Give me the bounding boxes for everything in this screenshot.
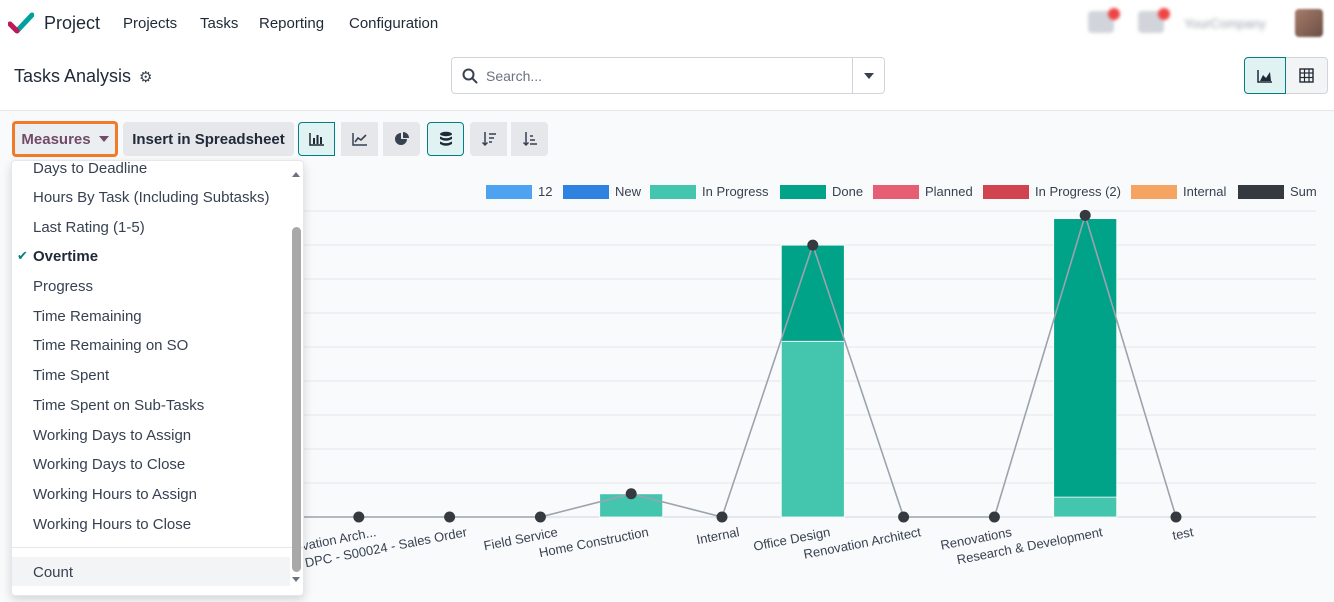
sum-point bbox=[444, 511, 456, 523]
measure-option[interactable]: Hours By Task (Including Subtasks) bbox=[33, 189, 270, 206]
activity-icon[interactable] bbox=[1088, 8, 1120, 33]
legend-swatch bbox=[780, 185, 826, 199]
measure-option[interactable]: Time Remaining on SO bbox=[33, 337, 189, 354]
bar-segment bbox=[1053, 496, 1118, 518]
stacked-icon bbox=[439, 131, 452, 146]
scrollbar-thumb[interactable] bbox=[292, 227, 301, 572]
bar-chart-icon bbox=[308, 133, 324, 146]
legend-label: Done bbox=[832, 184, 863, 199]
messages-icon[interactable] bbox=[1138, 8, 1170, 33]
line-chart-icon bbox=[351, 133, 367, 146]
measure-option[interactable]: Working Days to Assign bbox=[33, 427, 192, 444]
sum-point bbox=[534, 511, 546, 523]
sum-point bbox=[1079, 209, 1091, 221]
nav-configuration[interactable]: Configuration bbox=[349, 15, 439, 32]
measure-option[interactable]: Days to Deadline bbox=[33, 160, 148, 177]
measures-label: Measures bbox=[21, 130, 91, 148]
category-tick-label: test bbox=[1171, 524, 1195, 543]
user-avatar[interactable] bbox=[1295, 9, 1323, 37]
sum-point bbox=[1170, 511, 1182, 523]
sum-point bbox=[716, 511, 728, 523]
legend-label: Planned bbox=[925, 184, 973, 199]
scroll-down-arrow-icon[interactable] bbox=[292, 577, 300, 582]
stacked-button[interactable] bbox=[427, 122, 464, 156]
measure-option[interactable]: Working Hours to Close bbox=[33, 516, 192, 533]
sum-point bbox=[807, 239, 819, 251]
measure-option-selected[interactable]: Overtime bbox=[33, 248, 99, 265]
search-options-toggle[interactable] bbox=[852, 58, 884, 93]
search-input[interactable] bbox=[486, 66, 846, 86]
sum-point bbox=[898, 511, 910, 523]
area-chart-icon bbox=[1257, 69, 1272, 83]
insert-in-spreadsheet-button[interactable]: Insert in Spreadsheet bbox=[123, 122, 294, 156]
measure-option-count-row[interactable] bbox=[12, 557, 290, 586]
graph-view-button[interactable] bbox=[1244, 57, 1286, 94]
legend-swatch bbox=[1238, 185, 1284, 199]
legend-swatch bbox=[983, 185, 1029, 199]
measures-button[interactable]: Measures bbox=[12, 121, 118, 157]
nav-reporting[interactable]: Reporting bbox=[259, 15, 325, 32]
legend-label: Sum bbox=[1290, 184, 1317, 199]
sum-point bbox=[353, 511, 365, 523]
nav-tasks[interactable]: Tasks bbox=[200, 15, 239, 32]
scroll-up-arrow-icon[interactable] bbox=[292, 172, 300, 177]
company-switcher[interactable]: YourCompany bbox=[1184, 16, 1266, 31]
legend-label: Internal bbox=[1183, 184, 1226, 199]
search-icon bbox=[462, 68, 478, 84]
sort-ascending-button[interactable] bbox=[511, 122, 548, 156]
nav-projects[interactable]: Projects bbox=[123, 15, 178, 32]
project-app-logo-icon[interactable] bbox=[8, 11, 34, 37]
bar-segment bbox=[1053, 218, 1118, 498]
pie-chart-button[interactable] bbox=[383, 122, 420, 156]
sum-line bbox=[268, 212, 1177, 518]
legend-swatch bbox=[486, 185, 532, 199]
bar-segment bbox=[780, 244, 845, 342]
sum-point bbox=[988, 511, 1000, 523]
bar-chart-button[interactable] bbox=[298, 122, 335, 156]
gear-icon[interactable]: ⚙ bbox=[139, 68, 153, 86]
measures-dropdown: Days to Deadline Hours By Task (Includin… bbox=[11, 160, 304, 596]
page-title: Tasks Analysis bbox=[14, 66, 132, 86]
pivot-view-button[interactable] bbox=[1286, 57, 1328, 94]
legend-swatch bbox=[563, 185, 609, 199]
app-name[interactable]: Project bbox=[44, 13, 101, 33]
measure-option[interactable]: Time Spent on Sub-Tasks bbox=[33, 397, 205, 414]
sort-ascending-icon bbox=[522, 132, 537, 147]
measure-option[interactable]: Working Days to Close bbox=[33, 456, 186, 473]
dropdown-scrollbar[interactable] bbox=[292, 167, 302, 591]
sort-descending-button[interactable] bbox=[470, 122, 507, 156]
measure-option[interactable]: Last Rating (1-5) bbox=[33, 219, 145, 236]
measure-option[interactable]: Time Spent bbox=[33, 367, 110, 384]
legend-swatch bbox=[650, 185, 696, 199]
search-bar bbox=[451, 57, 885, 94]
measure-option[interactable]: Time Remaining bbox=[33, 308, 142, 325]
view-switcher bbox=[1244, 57, 1328, 94]
measure-option[interactable]: Working Hours to Assign bbox=[33, 486, 197, 503]
sort-descending-icon bbox=[481, 132, 496, 147]
checkmark-icon: ✔ bbox=[17, 248, 28, 263]
legend-swatch bbox=[1131, 185, 1177, 199]
top-navbar: Project Projects Tasks Reporting Configu… bbox=[0, 0, 1334, 47]
caret-down-icon bbox=[98, 136, 109, 142]
chevron-down-icon bbox=[863, 72, 874, 79]
legend-swatch bbox=[873, 185, 919, 199]
tasks-analysis-chart: 12 New In Progress Done Planned In Progress (… bbox=[224, 184, 1317, 570]
legend-label: 12 bbox=[538, 184, 552, 199]
divider bbox=[12, 547, 303, 548]
category-tick-label: Internal bbox=[695, 524, 741, 547]
control-panel: Tasks Analysis ⚙ bbox=[0, 47, 1334, 111]
table-icon bbox=[1299, 68, 1314, 83]
measure-option[interactable]: Progress bbox=[33, 278, 94, 295]
breadcrumb: Tasks Analysis ⚙ bbox=[14, 66, 153, 87]
measure-option-count[interactable]: Count bbox=[33, 564, 74, 581]
legend-label: In Progress (2) bbox=[1035, 184, 1121, 199]
legend-label: New bbox=[615, 184, 642, 199]
pie-chart-icon bbox=[394, 132, 409, 145]
line-chart-button[interactable] bbox=[341, 122, 378, 156]
sum-point bbox=[625, 488, 637, 500]
bar-segment bbox=[780, 340, 845, 518]
legend-label: In Progress bbox=[702, 184, 769, 199]
